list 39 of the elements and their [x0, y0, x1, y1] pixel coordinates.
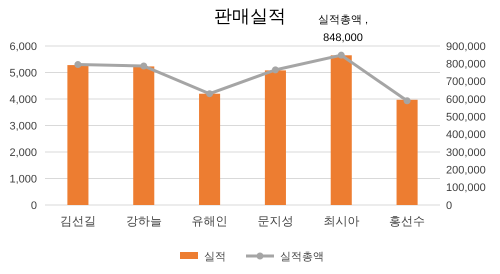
bar [264, 70, 286, 205]
chart-title: 판매실적 [214, 6, 286, 26]
y-tick-label: 3,000 [9, 120, 37, 132]
legend-label: 실적총액 [280, 250, 324, 263]
point [404, 97, 411, 104]
bar [396, 100, 418, 205]
point [272, 66, 279, 74]
y2-tick-label: 600,000 [446, 94, 486, 106]
y2-tick-label: 200,000 [446, 164, 486, 177]
x-tick-label: 홍선수 [389, 214, 426, 228]
y-tick-label: 5,000 [9, 67, 37, 80]
bar [199, 94, 220, 205]
x-tick-label: 최시아 [323, 214, 360, 228]
x-tick-label: 유해인 [192, 214, 228, 228]
y2-tick-label: 300,000 [446, 146, 486, 159]
y2-tick-label: 700,000 [446, 76, 486, 88]
legend-label: 실적 [204, 250, 226, 263]
y2-tick-label: 800,000 [446, 58, 486, 71]
y-tick-label: 1,000 [9, 173, 37, 186]
point [140, 62, 148, 70]
bar [133, 66, 154, 205]
y-tick-label: 4,000 [9, 94, 37, 106]
y2-tick-label: 100,000 [446, 182, 486, 194]
text: 실적총액 , 848,000 [318, 14, 368, 44]
point [206, 90, 214, 98]
point [338, 52, 345, 59]
x-tick-label: 문지성 [257, 214, 294, 228]
y-tick-label: 2,000 [9, 146, 37, 159]
bar [330, 55, 352, 205]
bar [67, 65, 88, 205]
point [74, 61, 82, 68]
y2-tick-label: 500,000 [446, 112, 486, 124]
x-tick-label: 강하늘 [126, 214, 162, 228]
x-tick-label: 김선길 [60, 214, 96, 228]
y2-tick-label: 400,000 [446, 129, 486, 142]
y-tick-label: 0 [30, 200, 37, 212]
y-tick-label: 6,000 [9, 40, 37, 53]
y2-tick-label: 0 [446, 200, 452, 212]
y2-tick-label: 900,000 [446, 40, 486, 53]
